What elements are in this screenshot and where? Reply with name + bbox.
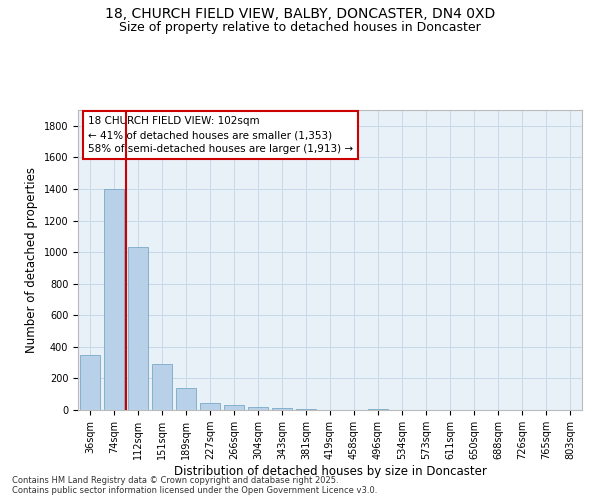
- Y-axis label: Number of detached properties: Number of detached properties: [25, 167, 38, 353]
- Bar: [200, 403, 220, 410]
- Bar: [272, 408, 292, 410]
- Bar: [80, 354, 100, 410]
- Bar: [152, 364, 172, 410]
- Bar: [176, 388, 196, 410]
- Text: 18, CHURCH FIELD VIEW, BALBY, DONCASTER, DN4 0XD: 18, CHURCH FIELD VIEW, BALBY, DONCASTER,…: [105, 8, 495, 22]
- Bar: [104, 189, 124, 410]
- X-axis label: Distribution of detached houses by size in Doncaster: Distribution of detached houses by size …: [173, 465, 487, 478]
- Text: Size of property relative to detached houses in Doncaster: Size of property relative to detached ho…: [119, 21, 481, 34]
- Bar: [368, 409, 388, 410]
- Text: 18 CHURCH FIELD VIEW: 102sqm
← 41% of detached houses are smaller (1,353)
58% of: 18 CHURCH FIELD VIEW: 102sqm ← 41% of de…: [88, 116, 353, 154]
- Text: Contains HM Land Registry data © Crown copyright and database right 2025.
Contai: Contains HM Land Registry data © Crown c…: [12, 476, 377, 495]
- Bar: [248, 407, 268, 410]
- Bar: [128, 248, 148, 410]
- Bar: [296, 409, 316, 410]
- Bar: [224, 406, 244, 410]
